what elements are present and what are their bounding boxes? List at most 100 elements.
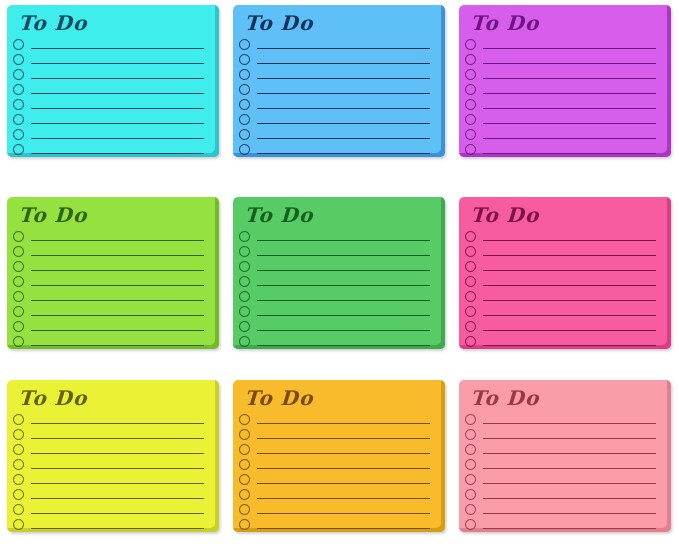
checkbox-circle-icon bbox=[465, 144, 476, 155]
todo-line-row bbox=[13, 81, 219, 96]
checkbox-circle-icon bbox=[465, 459, 476, 470]
writing-line bbox=[257, 93, 430, 94]
checkbox-circle-icon bbox=[239, 414, 250, 425]
checkbox-circle-icon bbox=[239, 459, 250, 470]
checkbox-circle-icon bbox=[239, 231, 250, 242]
checkbox-circle-icon bbox=[465, 519, 476, 530]
todo-line-row bbox=[465, 426, 671, 441]
todo-line-row bbox=[13, 111, 219, 126]
checkbox-circle-icon bbox=[13, 99, 24, 110]
todo-line-row bbox=[239, 426, 445, 441]
todo-line-row bbox=[13, 486, 219, 501]
todo-line-row bbox=[13, 516, 219, 531]
todo-line-row bbox=[13, 441, 219, 456]
todo-line-row bbox=[465, 228, 671, 243]
note-lines bbox=[459, 35, 671, 156]
todo-line-row bbox=[13, 36, 219, 51]
todo-line-row bbox=[465, 273, 671, 288]
writing-line bbox=[483, 423, 656, 424]
writing-line bbox=[257, 123, 430, 124]
writing-line bbox=[483, 138, 656, 139]
todo-line-row bbox=[13, 228, 219, 243]
note-lines bbox=[7, 410, 219, 531]
checkbox-circle-icon bbox=[13, 336, 24, 347]
todo-line-row bbox=[465, 66, 671, 81]
writing-line bbox=[257, 153, 430, 154]
writing-line bbox=[483, 48, 656, 49]
board-row-2: To Do To Do bbox=[7, 197, 671, 349]
writing-line bbox=[31, 48, 204, 49]
todo-line-row bbox=[465, 318, 671, 333]
checkbox-circle-icon bbox=[239, 504, 250, 515]
todo-line-row bbox=[239, 243, 445, 258]
writing-line bbox=[31, 300, 204, 301]
todo-line-row bbox=[13, 333, 219, 348]
writing-line bbox=[31, 528, 204, 529]
todo-line-row bbox=[239, 228, 445, 243]
todo-line-row bbox=[465, 141, 671, 156]
checkbox-circle-icon bbox=[465, 246, 476, 257]
writing-line bbox=[31, 438, 204, 439]
writing-line bbox=[31, 138, 204, 139]
writing-line bbox=[483, 483, 656, 484]
checkbox-circle-icon bbox=[239, 261, 250, 272]
writing-line bbox=[31, 153, 204, 154]
checkbox-circle-icon bbox=[465, 429, 476, 440]
writing-line bbox=[257, 330, 430, 331]
writing-line bbox=[31, 453, 204, 454]
todo-line-row bbox=[465, 258, 671, 273]
writing-line bbox=[483, 315, 656, 316]
sticky-note-light-pink: To Do bbox=[459, 380, 671, 532]
checkbox-circle-icon bbox=[13, 69, 24, 80]
todo-line-row bbox=[13, 243, 219, 258]
checkbox-circle-icon bbox=[239, 276, 250, 287]
todo-line-row bbox=[239, 81, 445, 96]
writing-line bbox=[31, 285, 204, 286]
checkbox-circle-icon bbox=[465, 114, 476, 125]
todo-line-row bbox=[239, 318, 445, 333]
todo-line-row bbox=[13, 318, 219, 333]
checkbox-circle-icon bbox=[465, 54, 476, 65]
note-title: To Do bbox=[471, 386, 543, 410]
note-lines bbox=[233, 35, 445, 156]
writing-line bbox=[257, 423, 430, 424]
checkbox-circle-icon bbox=[13, 129, 24, 140]
checkbox-circle-icon bbox=[13, 429, 24, 440]
writing-line bbox=[483, 123, 656, 124]
todo-line-row bbox=[13, 141, 219, 156]
todo-line-row bbox=[13, 51, 219, 66]
writing-line bbox=[483, 330, 656, 331]
checkbox-circle-icon bbox=[239, 291, 250, 302]
checkbox-circle-icon bbox=[465, 321, 476, 332]
note-lines bbox=[233, 227, 445, 348]
writing-line bbox=[257, 285, 430, 286]
writing-line bbox=[257, 483, 430, 484]
checkbox-circle-icon bbox=[239, 246, 250, 257]
sticky-note-blue: To Do bbox=[233, 5, 445, 157]
writing-line bbox=[483, 78, 656, 79]
checkbox-circle-icon bbox=[239, 99, 250, 110]
checkbox-circle-icon bbox=[465, 69, 476, 80]
todo-line-row bbox=[465, 333, 671, 348]
sticky-note-hot-pink: To Do bbox=[459, 197, 671, 349]
todo-line-row bbox=[239, 126, 445, 141]
writing-line bbox=[483, 498, 656, 499]
todo-line-row bbox=[465, 501, 671, 516]
checkbox-circle-icon bbox=[465, 129, 476, 140]
checkbox-circle-icon bbox=[239, 489, 250, 500]
todo-line-row bbox=[465, 516, 671, 531]
note-lines bbox=[459, 227, 671, 348]
checkbox-circle-icon bbox=[13, 459, 24, 470]
checkbox-circle-icon bbox=[239, 69, 250, 80]
todo-line-row bbox=[239, 273, 445, 288]
todo-line-row bbox=[465, 303, 671, 318]
todo-line-row bbox=[239, 333, 445, 348]
writing-line bbox=[483, 300, 656, 301]
writing-line bbox=[483, 153, 656, 154]
note-lines bbox=[233, 410, 445, 531]
todo-line-row bbox=[239, 96, 445, 111]
checkbox-circle-icon bbox=[239, 39, 250, 50]
writing-line bbox=[31, 345, 204, 346]
todo-line-row bbox=[13, 411, 219, 426]
